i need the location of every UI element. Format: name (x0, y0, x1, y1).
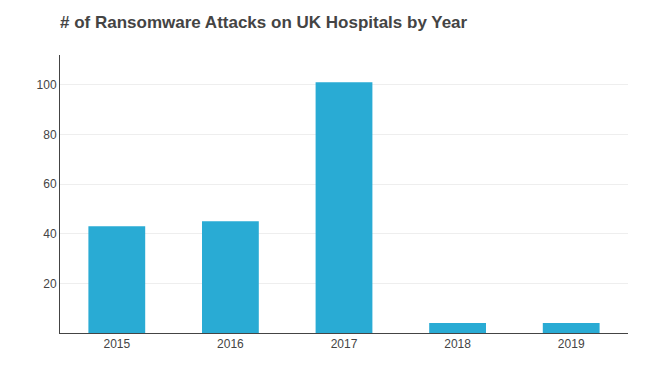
svg-text:2015: 2015 (103, 337, 130, 351)
svg-text:2018: 2018 (444, 337, 471, 351)
svg-text:2017: 2017 (331, 337, 358, 351)
svg-text:# of Ransomware Attacks on UK: # of Ransomware Attacks on UK Hospitals … (60, 13, 468, 32)
svg-text:100: 100 (37, 78, 57, 92)
svg-text:40: 40 (43, 227, 57, 241)
svg-text:20: 20 (43, 277, 57, 291)
svg-text:80: 80 (43, 128, 57, 142)
svg-text:60: 60 (43, 177, 57, 191)
svg-text:2016: 2016 (217, 337, 244, 351)
svg-text:2019: 2019 (558, 337, 585, 351)
